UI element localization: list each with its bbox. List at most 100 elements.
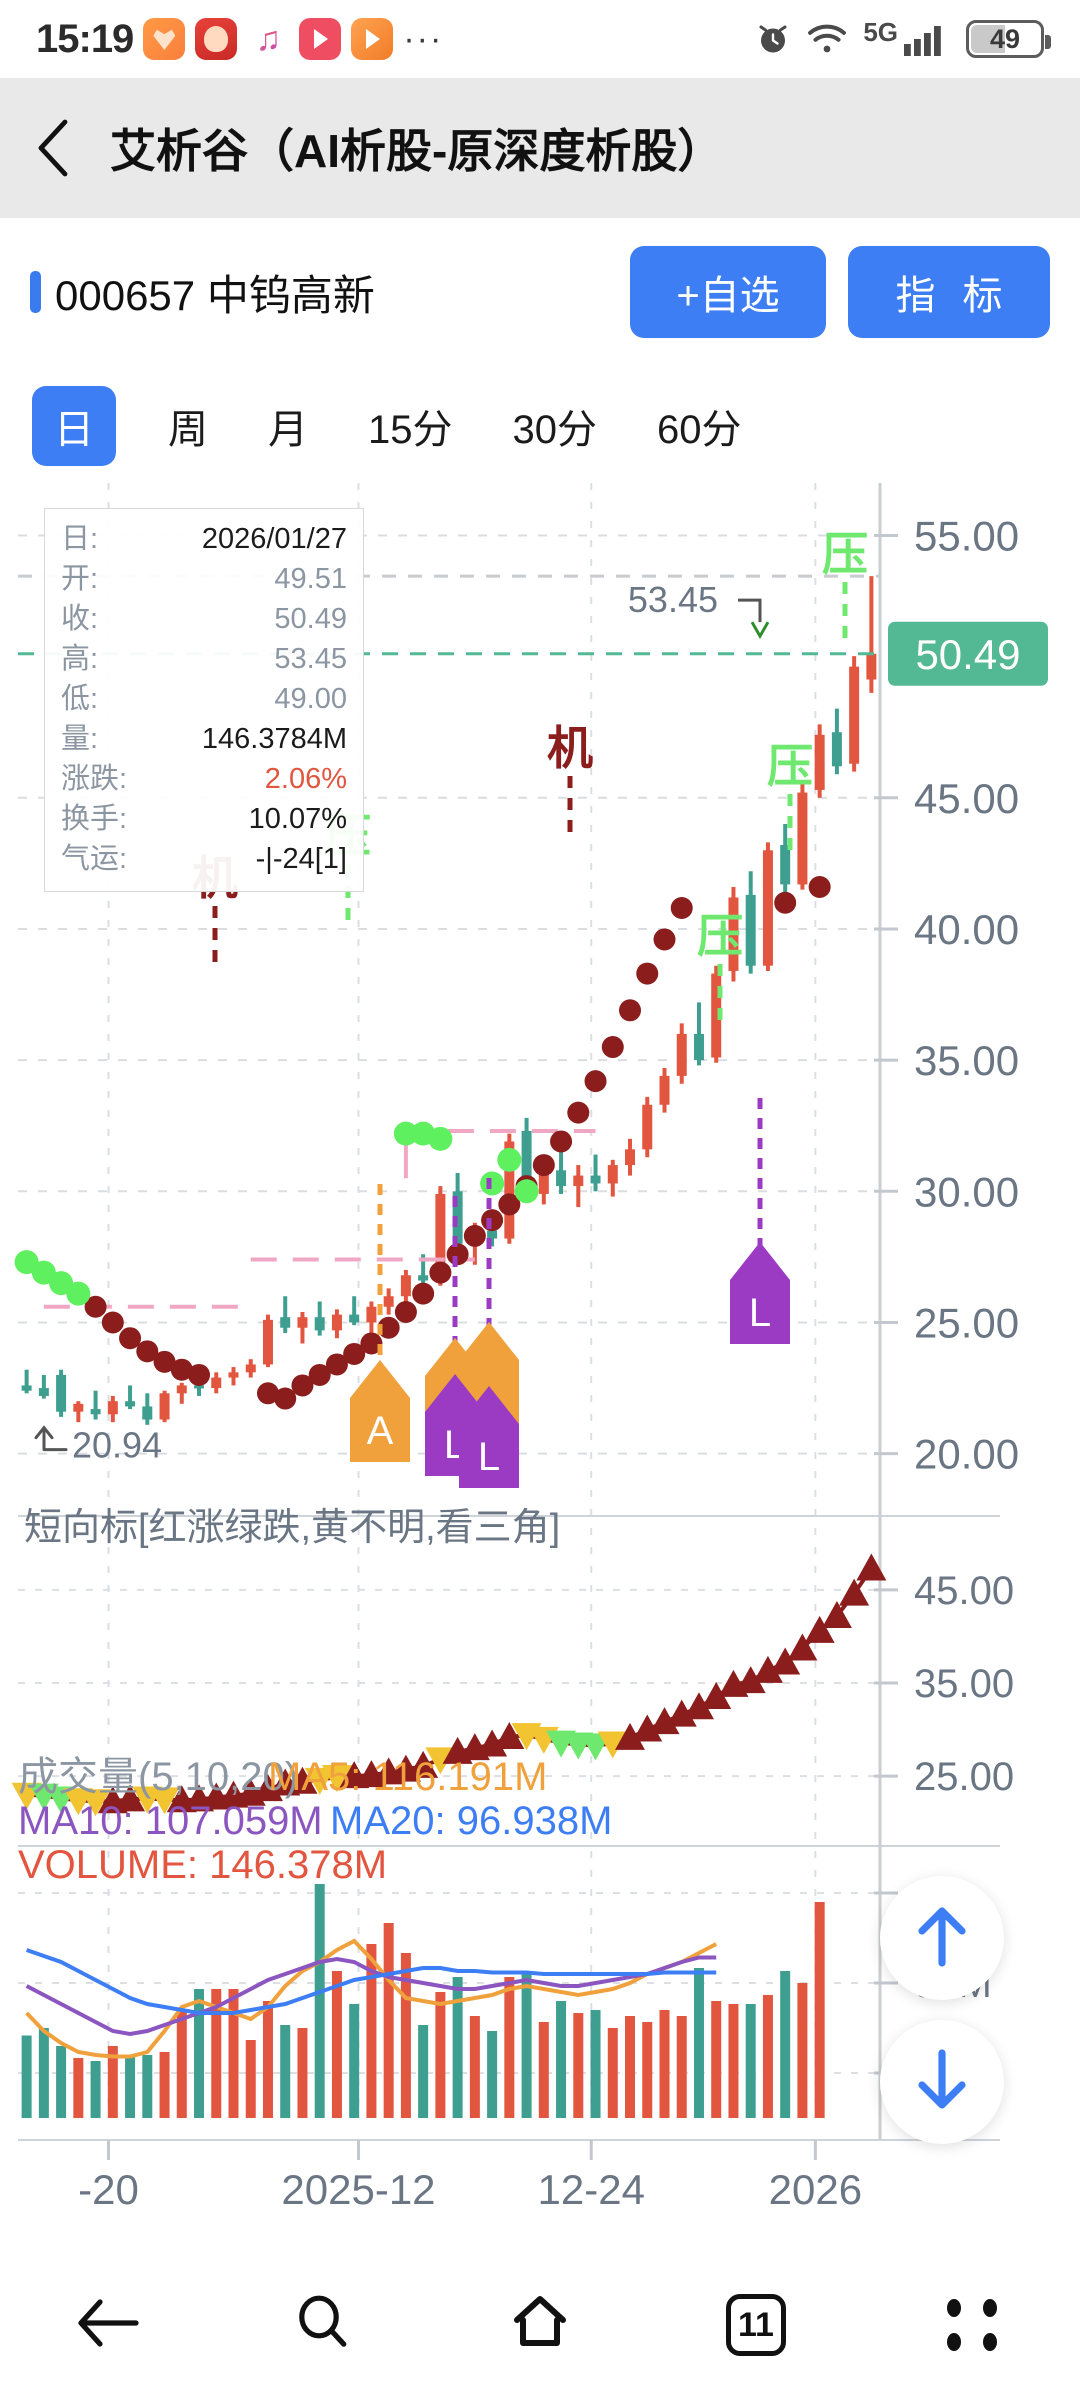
tooltip-row: 涨跌: 2.06% [61,759,347,799]
tooltip-row: 开: 49.51 [61,559,347,599]
resistance-annotation: 压 [697,910,743,962]
tooltip-key: 收: [61,603,99,635]
tooltip-value: 50.49 [274,603,347,635]
tab-month[interactable]: 月 [268,408,308,452]
add-favorite-button[interactable]: +自选 [630,246,826,338]
indicator-series: 短向标[红涨绿跌,黄不明,看三角] [11,1507,887,1817]
festival-icon [195,18,238,60]
recents-count: 11 [726,2294,786,2356]
alarm-icon [755,21,791,57]
period-tabs: 日 周 月 15分 30分 60分 [0,374,1080,478]
stock-accent-bar [30,271,41,313]
menu-dots-icon [947,2299,997,2351]
back-button[interactable] [0,78,110,218]
stock-identity[interactable]: 000657 中钨高新 [30,262,630,323]
stock-code-name: 000657 中钨高新 [55,271,375,319]
nav-back-button[interactable] [33,2250,183,2400]
volume-ma20-label: MA20: 96.938M [330,1799,612,1843]
high-price-label: 53.45 [628,579,718,620]
resistance-annotation: 压 [822,528,868,580]
tooltip-value: 49.00 [274,683,347,715]
indicator-button[interactable]: 指 标 [848,246,1050,338]
resistance-annotation: 压 [767,740,813,792]
tab-60min[interactable]: 60分 [657,408,742,452]
status-overflow-icon: ··· [403,20,444,58]
music-icon [247,18,289,60]
wifi-icon [807,22,847,56]
tab-30min[interactable]: 30分 [512,408,598,452]
tooltip-row: 低: 49.00 [61,679,347,719]
tooltip-key: 换手: [61,803,128,835]
tab-15min[interactable]: 15分 [368,408,453,452]
tab-day[interactable]: 日 [32,386,116,466]
low-price-label: 20.94 [72,1425,162,1466]
tooltip-row: 量: 146.3784M [61,719,347,759]
back-arrow-icon [76,2298,140,2353]
current-price-badge: 50.49 [915,631,1020,678]
tooltip-row: 收: 50.49 [61,599,347,639]
tooltip-value: 2.06% [264,763,347,795]
arrow-down-icon [911,2047,973,2118]
tag-marker-l2: L [478,1435,500,1479]
price-axis-tick: 20.00 [914,1431,1019,1478]
battery-fill [971,25,1005,53]
indicator-axis-tick: 45.00 [914,1569,1014,1613]
tab-week[interactable]: 周 [168,408,208,452]
nav-recents-button[interactable]: 11 [681,2250,831,2400]
tooltip-key: 量: [61,723,99,755]
opportunity-annotation: 机 [547,722,593,774]
volume-ma10-label: MA10: 107.059M [18,1799,323,1843]
home-icon [510,2294,570,2357]
tooltip-key: 低: [61,683,99,715]
tooltip-row: 气运: -|-24[1] [61,839,347,879]
price-axis-tick: 30.00 [914,1168,1019,1215]
price-axis-tick: 40.00 [914,906,1019,953]
nav-search-button[interactable] [249,2250,399,2400]
indicator-panel-title: 短向标[红涨绿跌,黄不明,看三角] [24,1507,560,1549]
price-axis-tick: 25.00 [914,1299,1019,1346]
volume-ma20-line [25,1948,717,2015]
tooltip-row: 日: 2026/01/27 [61,519,347,559]
video-red-icon [299,18,342,60]
app-header: 艾析谷（AI析股-原深度析股） [0,78,1080,218]
tooltip-value: -|-24[1] [255,843,347,875]
battery-percent: 49 [989,23,1021,54]
page-title: 艾析谷（AI析股-原深度析股） [110,125,724,177]
tooltip-value: 146.3784M [201,723,347,755]
volume-ma5-line [25,1938,718,2059]
x-axis-tick: -20 [78,2166,139,2213]
candlestick-series [21,576,877,1425]
nav-home-button[interactable] [465,2250,615,2400]
battery-icon: 49 [966,20,1051,58]
price-axis-tick: 35.00 [914,1037,1019,1084]
volume-ma5-label: MA5: 116.191M [268,1755,547,1799]
tooltip-key: 日: [61,523,99,555]
video-orange-icon [351,18,394,60]
volume-ma10-line [25,1955,717,2037]
scroll-up-button[interactable] [880,1876,1004,2000]
tooltip-value: 49.51 [274,563,347,595]
volume-panel-title: 成交量(5,10,20) [18,1755,298,1799]
price-axis-tick: 45.00 [914,775,1019,822]
tooltip-value: 10.07% [248,803,347,835]
indicator-axis-tick: 35.00 [914,1662,1014,1706]
status-bar-left: 15:19 ··· [36,17,443,62]
tooltip-row: 高: 53.45 [61,639,347,679]
x-axis-tick: 12-24 [538,2166,645,2213]
tooltip-key: 气运: [61,843,128,875]
nav-menu-button[interactable] [897,2250,1047,2400]
signal-bars-icon [902,22,950,56]
tooltip-key: 开: [61,563,99,595]
status-time: 15:19 [36,16,134,61]
status-bar-right: 5G 49 [755,17,1051,58]
volume-current-label: VOLUME: 146.378M [18,1843,387,1887]
scroll-down-button[interactable] [880,2020,1004,2144]
stock-info-row: 000657 中钨高新 +自选 指 标 [0,218,1080,366]
ohlc-tooltip: 日: 2026/01/27 开: 49.51 收: 50.49 高: 53.45 低: 4… [44,508,364,892]
arrow-up-icon [911,1903,973,1974]
status-bar: 15:19 ··· 5G 49 [0,0,1080,78]
